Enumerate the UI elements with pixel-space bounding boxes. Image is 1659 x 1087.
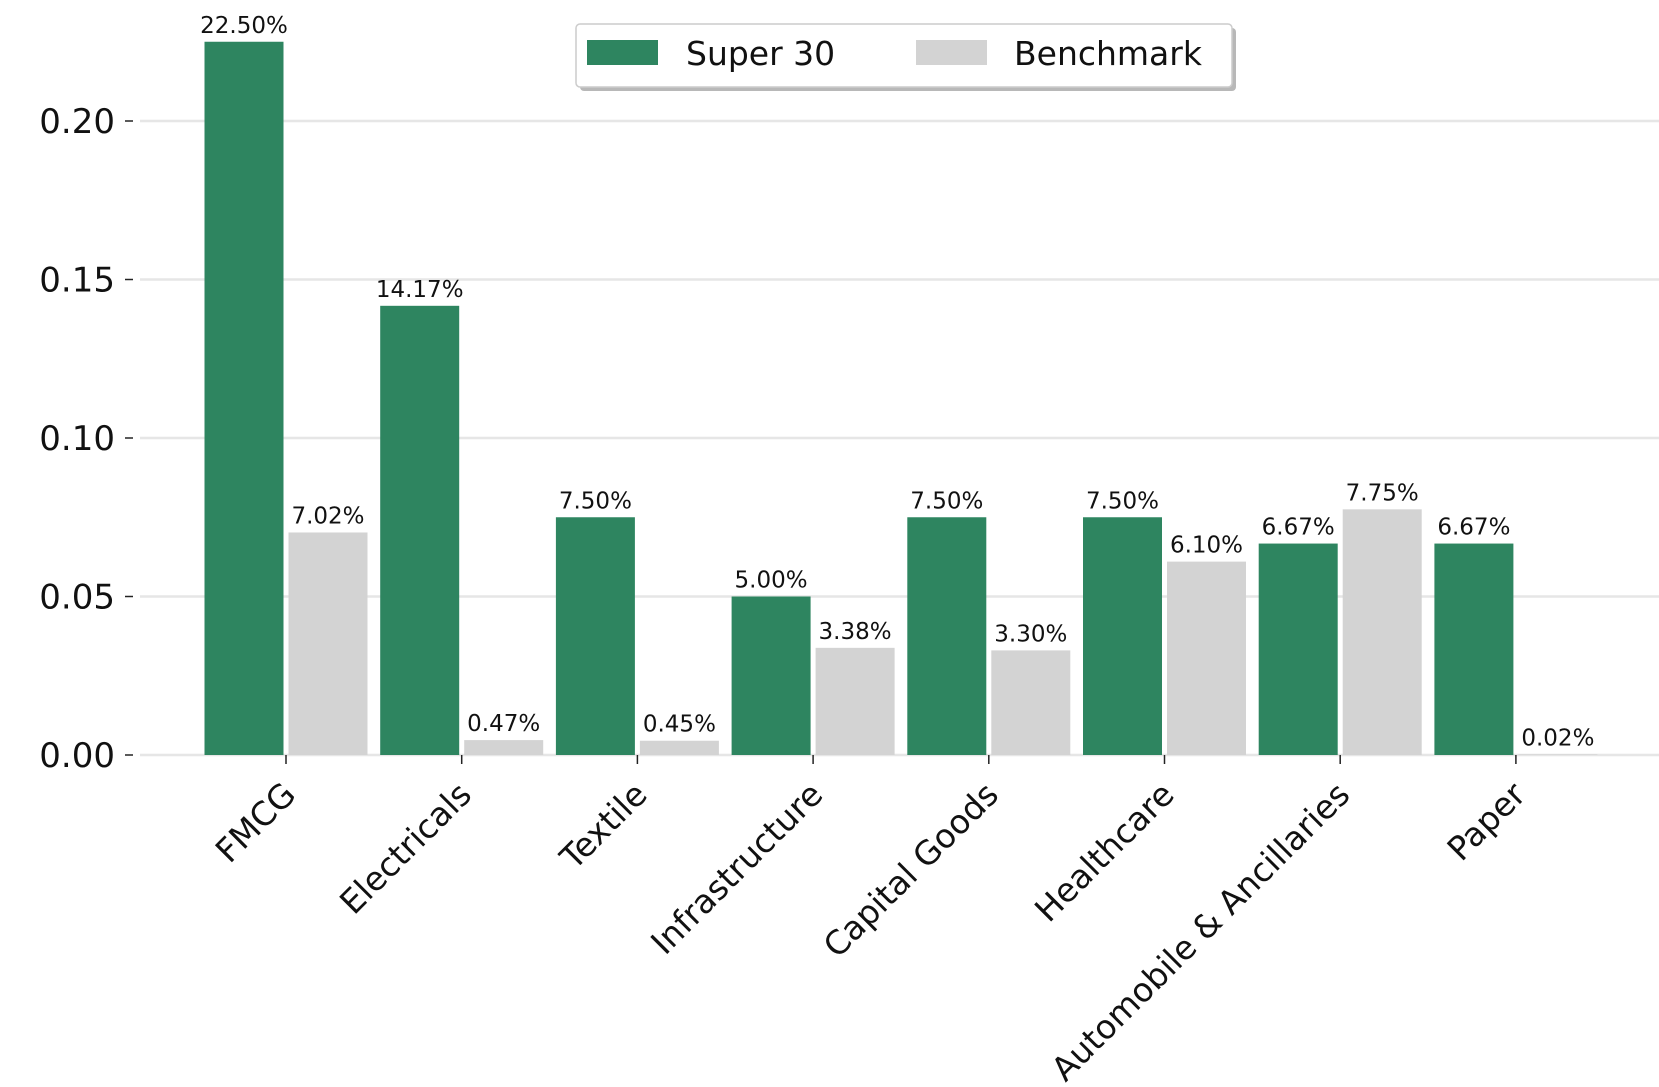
y-axis: 0.00 0.05 0.10 0.15 0.20 — [39, 102, 133, 776]
bar-value-label: 5.00% — [735, 568, 808, 594]
bar-super30 — [380, 305, 460, 755]
bar-value-label: 7.50% — [910, 488, 983, 514]
bar-super30 — [907, 517, 987, 755]
bar-super30 — [1434, 543, 1514, 755]
bar-value-label: 3.38% — [819, 619, 892, 645]
grid-lines — [140, 119, 1659, 757]
x-tick-label: Healthcare — [1027, 775, 1182, 930]
bar-value-label: 0.47% — [467, 711, 540, 737]
y-tick-label: 0.00 — [39, 736, 115, 776]
y-tick-label: 0.15 — [39, 261, 115, 301]
bar-benchmark — [639, 740, 719, 755]
bar-super30 — [555, 517, 635, 755]
bar-benchmark — [1518, 754, 1598, 755]
bar-benchmark — [464, 740, 544, 755]
x-axis: FMCG Electricals TextileInfrastructureCapi… — [208, 755, 1533, 1087]
legend-label: Benchmark — [1014, 34, 1203, 73]
y-tick-label: 0.20 — [39, 102, 115, 142]
bar-value-label: 7.50% — [559, 488, 632, 514]
bar-value-label: 3.30% — [994, 621, 1067, 647]
legend-label: Super 30 — [686, 34, 835, 73]
bar-value-label: 7.02% — [291, 503, 364, 529]
x-tick-label: FMCG — [208, 775, 304, 871]
bar-value-label: 0.02% — [1521, 725, 1594, 751]
x-tick-label: Capital Goods — [816, 775, 1006, 965]
y-tick-label: 0.10 — [39, 419, 115, 459]
bar-value-label: 6.67% — [1262, 515, 1335, 541]
bars — [204, 41, 1598, 755]
bar-value-label: 7.50% — [1086, 488, 1159, 514]
bar-super30 — [731, 596, 811, 755]
bar-benchmark — [1342, 509, 1422, 755]
x-tick-label: Electricals — [332, 775, 479, 922]
bar-benchmark — [288, 532, 368, 755]
bar-value-label: 6.67% — [1437, 515, 1510, 541]
bar-value-label: 22.50% — [200, 13, 288, 39]
bar-value-label: 6.10% — [1170, 533, 1243, 559]
legend-box — [575, 23, 1233, 88]
bar-super30 — [1083, 517, 1162, 755]
x-tick-label: Automobile & Ancillaries — [1044, 775, 1358, 1087]
x-tick-label: Paper — [1439, 774, 1533, 868]
bar-value-labels: 22.50% 7.02% 14.17% 0.47% 7.50% 0.45% 5.00% 3.3… — [200, 13, 1594, 752]
y-tick-label: 0.05 — [39, 578, 115, 618]
bar-value-label: 0.45% — [643, 712, 716, 738]
bar-value-label: 7.75% — [1346, 480, 1419, 506]
bar-benchmark — [1167, 561, 1246, 755]
legend-swatch — [587, 40, 658, 65]
bar-super30 — [204, 41, 284, 755]
bar-value-label: 14.17% — [376, 277, 464, 303]
x-tick-label: Textile — [552, 775, 655, 878]
x-tick-label: Infrastructure — [643, 775, 830, 962]
bar-benchmark — [815, 647, 895, 755]
bar-super30 — [1258, 543, 1338, 755]
legend: Super 30 Benchmark — [575, 23, 1236, 91]
bar-benchmark — [991, 650, 1071, 755]
legend-swatch — [916, 40, 987, 65]
